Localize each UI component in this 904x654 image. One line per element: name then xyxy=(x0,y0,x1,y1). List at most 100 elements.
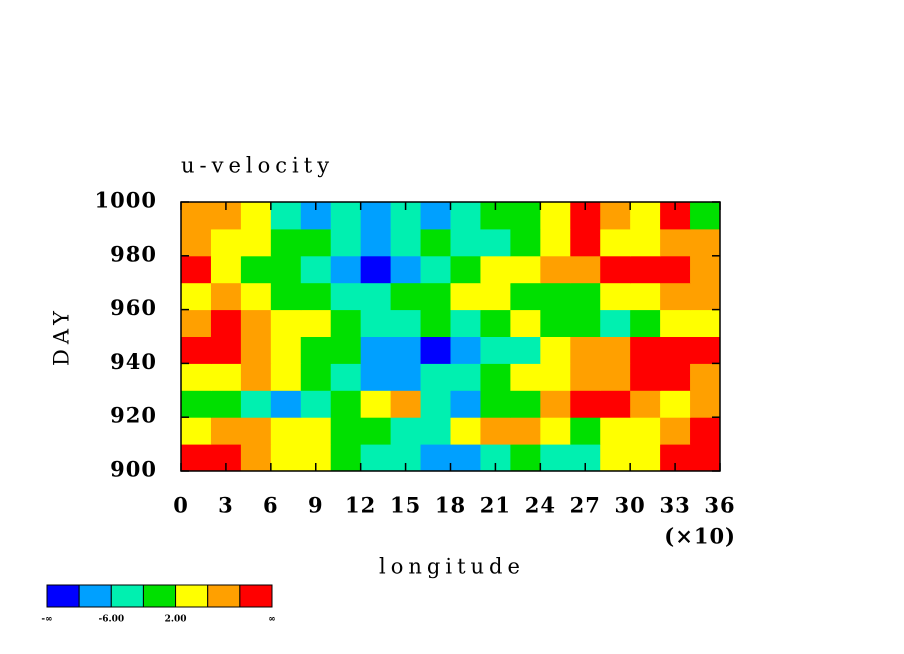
heat-cell xyxy=(480,228,511,257)
heat-cell xyxy=(390,228,422,257)
heat-cell xyxy=(450,336,481,364)
heat-cell xyxy=(240,444,272,472)
heat-cell xyxy=(300,363,332,391)
heat-cell xyxy=(420,228,451,257)
heat-cell xyxy=(330,282,362,311)
heat-cell xyxy=(630,390,661,418)
heat-cell xyxy=(660,309,691,337)
heat-cell xyxy=(660,255,691,284)
heat-cell xyxy=(660,336,691,364)
heat-cell xyxy=(270,444,302,472)
heat-cell xyxy=(420,417,451,445)
heat-cell xyxy=(360,363,392,391)
heat-cell xyxy=(420,363,451,391)
heat-cell xyxy=(420,255,451,284)
heat-cell xyxy=(181,228,212,257)
heat-cell xyxy=(300,390,332,418)
heat-cell xyxy=(480,417,511,445)
heat-cell xyxy=(510,309,541,337)
heat-cell xyxy=(630,282,661,311)
heat-cell xyxy=(210,309,242,337)
heat-cell xyxy=(420,202,451,230)
heat-cell xyxy=(540,309,571,337)
x-tick-label: 33 xyxy=(659,493,690,518)
heat-cell xyxy=(600,363,631,391)
heat-cell xyxy=(360,336,392,364)
heat-cell xyxy=(540,228,571,257)
heat-cell xyxy=(450,417,481,445)
colorbar-label: -∞ xyxy=(41,615,52,625)
heat-cell xyxy=(570,282,601,311)
heat-cell xyxy=(390,282,422,311)
heat-cell xyxy=(240,202,272,230)
x-tick-label: 0 xyxy=(173,493,189,518)
heat-cell xyxy=(390,417,422,445)
heat-cell xyxy=(330,444,362,472)
heat-cell xyxy=(210,336,242,364)
heat-cell xyxy=(210,228,242,257)
heat-cell xyxy=(240,255,272,284)
heat-cell xyxy=(270,363,302,391)
heat-cell xyxy=(300,417,332,445)
heat-cell xyxy=(690,417,721,445)
heat-cell xyxy=(630,228,661,257)
heat-cell xyxy=(540,390,571,418)
heat-cell xyxy=(600,282,631,311)
heat-cell xyxy=(360,228,392,257)
heat-cell xyxy=(570,336,601,364)
x-tick-label: 24 xyxy=(525,493,556,518)
y-tick-label: 960 xyxy=(110,295,157,320)
heat-cell xyxy=(300,282,332,311)
heat-cell xyxy=(210,417,242,445)
heat-cell xyxy=(270,336,302,364)
heat-cell xyxy=(570,309,601,337)
heat-cell xyxy=(330,228,362,257)
heat-cell xyxy=(210,363,242,391)
heat-cell xyxy=(181,417,212,445)
heat-cell xyxy=(570,417,601,445)
heat-cell xyxy=(210,255,242,284)
heat-cell xyxy=(480,309,511,337)
y-tick-label: 900 xyxy=(110,457,157,482)
heat-cell xyxy=(300,228,332,257)
heat-cell xyxy=(660,417,691,445)
heat-cell xyxy=(510,228,541,257)
y-tick-label: 920 xyxy=(110,403,157,428)
heat-cell xyxy=(240,228,272,257)
heat-cell xyxy=(660,390,691,418)
heat-cell xyxy=(450,228,481,257)
heat-cell xyxy=(690,202,721,230)
heat-cell xyxy=(181,336,212,364)
heat-cell xyxy=(570,390,601,418)
heat-cell xyxy=(240,282,272,311)
heat-cell xyxy=(360,417,392,445)
heat-cell xyxy=(630,417,661,445)
heat-cell xyxy=(690,363,721,391)
heat-cell xyxy=(330,202,362,230)
heat-cell xyxy=(600,309,631,337)
heat-cell xyxy=(540,282,571,311)
heat-cell xyxy=(600,336,631,364)
heat-cell xyxy=(600,390,631,418)
heat-cell xyxy=(600,417,631,445)
heat-cell xyxy=(600,444,631,472)
heat-cell xyxy=(480,282,511,311)
heat-cell xyxy=(600,228,631,257)
heat-cell xyxy=(630,444,661,472)
y-tick-label: 940 xyxy=(110,349,157,374)
heat-cell xyxy=(510,390,541,418)
colorbar-box xyxy=(239,584,273,608)
heat-cell xyxy=(690,444,721,472)
heat-cell xyxy=(450,202,481,230)
x-tick-label: 15 xyxy=(390,493,421,518)
colorbar-label: ∞ xyxy=(268,615,276,625)
heat-cell xyxy=(300,255,332,284)
heat-cell xyxy=(450,282,481,311)
x-tick-label: 36 xyxy=(704,493,735,518)
heat-cell xyxy=(630,202,661,230)
heat-cell xyxy=(540,202,571,230)
heat-cell xyxy=(660,228,691,257)
colorbar-box xyxy=(142,584,177,608)
heat-cell xyxy=(690,282,721,311)
